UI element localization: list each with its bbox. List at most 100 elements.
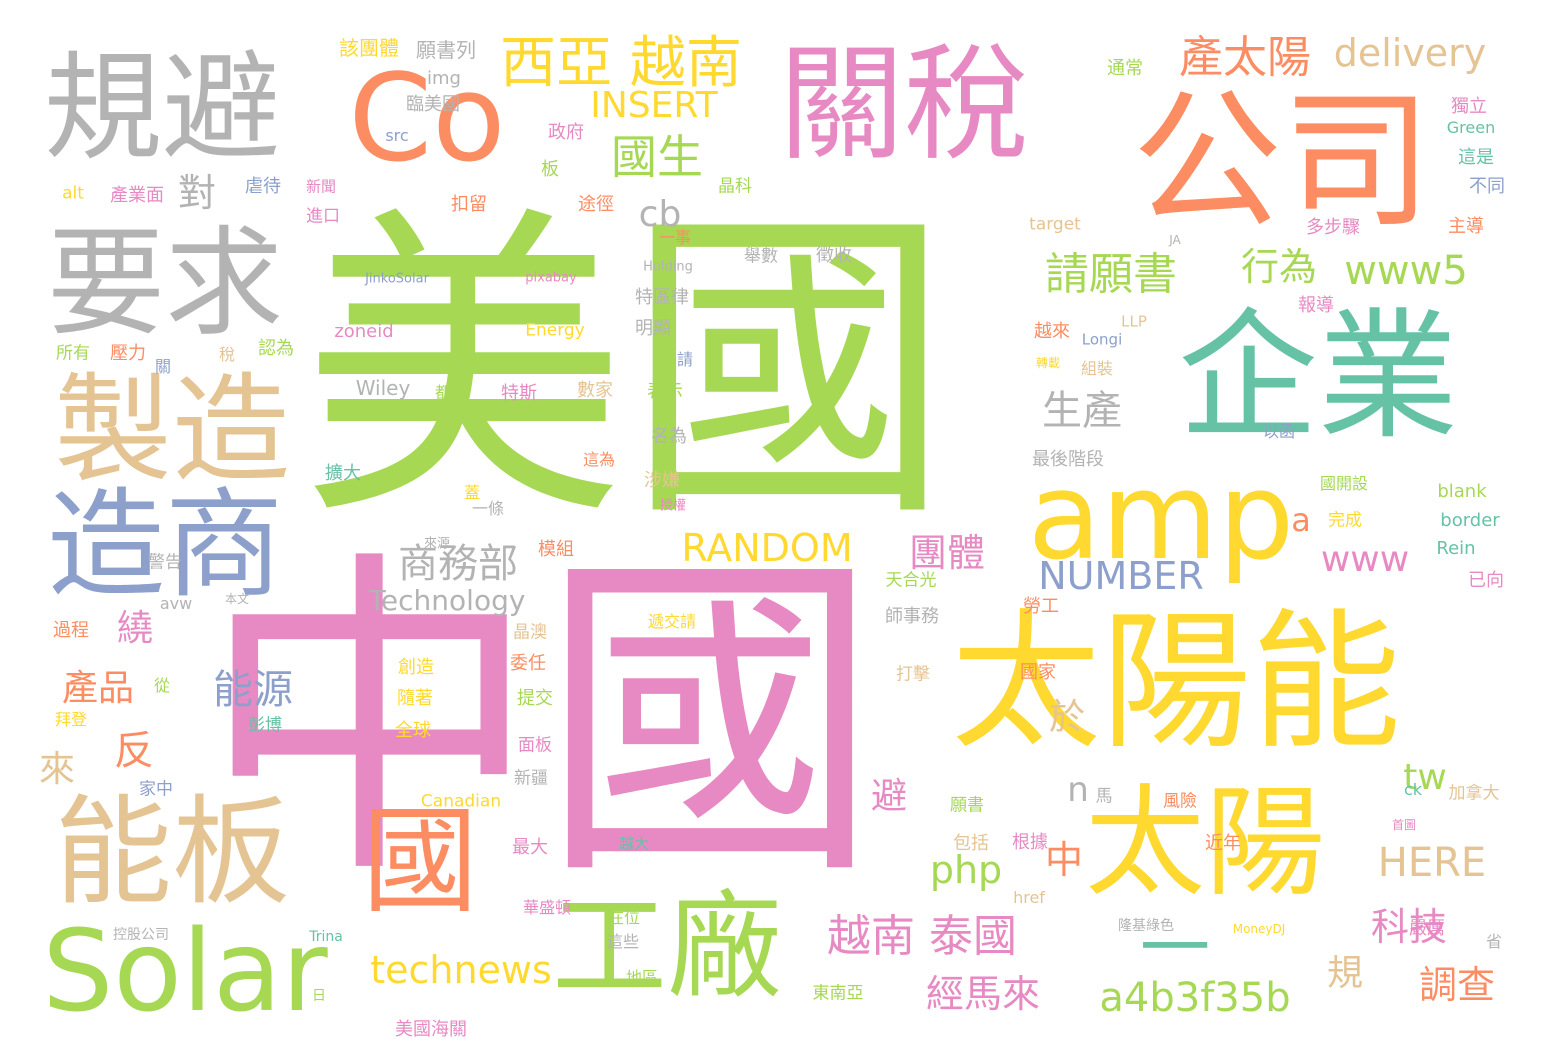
cloud-word: 華盛頓	[522, 898, 572, 917]
cloud-word: 名為	[651, 426, 687, 447]
cloud-word: 都	[434, 383, 452, 402]
cloud-word: Energy	[525, 320, 585, 341]
cloud-word: 越來	[1034, 321, 1070, 342]
cloud-word: 遞交請	[647, 612, 697, 631]
cloud-word: NUMBER	[1038, 554, 1204, 598]
cloud-word: 表示	[647, 381, 683, 402]
cloud-word: img	[427, 68, 461, 89]
cloud-word: 特斯	[501, 383, 537, 404]
cloud-word: 中	[1044, 838, 1084, 882]
cloud-word: 這為	[582, 450, 616, 469]
cloud-word: border	[1440, 510, 1500, 531]
cloud-word: a4b3f35b	[1099, 975, 1291, 1021]
cloud-word: RANDOM	[681, 526, 853, 570]
cloud-word: Rein	[1436, 538, 1476, 559]
cloud-word: 隆基綠色	[1118, 918, 1174, 934]
cloud-word: 西亞 越南	[500, 31, 742, 96]
cloud-word: 日	[312, 988, 326, 1004]
cloud-word: 關稅	[779, 32, 1029, 178]
cloud-word: 晶澳	[513, 622, 547, 643]
cloud-word: 於	[1048, 697, 1086, 738]
cloud-word: 本文	[224, 592, 250, 606]
cloud-word: 規避	[43, 39, 281, 177]
cloud-word: 晶科	[718, 176, 752, 197]
cloud-word: 省	[1485, 932, 1503, 951]
cloud-word: Green	[1446, 118, 1496, 137]
cloud-word: 企業	[1177, 296, 1459, 459]
cloud-word: 板	[541, 159, 559, 180]
cloud-word: zoneid	[334, 321, 394, 342]
cloud-word: 壓力	[110, 343, 146, 364]
cloud-word: 請願書	[1045, 249, 1177, 300]
cloud-word: 地區	[625, 968, 659, 987]
cloud-word: 產太陽	[1179, 32, 1311, 83]
cloud-word: 模組	[538, 539, 574, 560]
cloud-word: 拜登	[54, 710, 88, 729]
cloud-word: HERE	[1377, 840, 1487, 886]
cloud-word: 不同	[1469, 176, 1505, 197]
cloud-word: 科技	[1370, 905, 1448, 949]
cloud-word: 加拿大	[1448, 783, 1500, 804]
cloud-word: 經馬來	[925, 972, 1041, 1016]
cloud-word: 所有	[56, 343, 90, 364]
cloud-word: JA	[1169, 233, 1181, 247]
cloud-word: 反	[114, 728, 154, 774]
cloud-word: 通常	[1107, 58, 1143, 79]
cloud-word: 願書列	[416, 38, 476, 62]
cloud-word: 中國	[200, 524, 880, 920]
cloud-word: 新聞	[305, 177, 337, 196]
cloud-word: 行為	[1240, 245, 1318, 289]
cloud-word: 轉載	[1035, 356, 1061, 370]
cloud-word: 報導	[1298, 295, 1334, 316]
cloud-word: 創造	[398, 657, 434, 678]
cloud-word: 國家	[1020, 662, 1056, 683]
cloud-word: 一	[1140, 907, 1210, 989]
cloud-word: 繞	[116, 608, 154, 649]
cloud-word: 公司	[1131, 75, 1433, 249]
cloud-word: src	[385, 126, 409, 145]
cloud-word: 明顯	[635, 318, 671, 339]
cloud-word: 徵收	[816, 245, 852, 266]
cloud-word: 調查	[1418, 963, 1496, 1007]
cloud-word: target	[1029, 214, 1081, 235]
cloud-word: 產品	[61, 668, 135, 709]
cloud-word: 製造	[53, 361, 291, 499]
cloud-word: 面板	[518, 735, 552, 756]
cloud-word: 警告	[148, 552, 182, 573]
cloud-word: 願書	[950, 795, 984, 816]
cloud-word: 提交	[517, 688, 553, 709]
cloud-word: alt	[62, 183, 84, 204]
cloud-word: JinkoSolar	[365, 271, 429, 287]
cloud-word: 數家	[577, 380, 613, 401]
cloud-word: Co	[348, 50, 506, 189]
cloud-word: 擴大	[325, 463, 361, 484]
cloud-word: 太陽	[1085, 774, 1325, 913]
cloud-word: 馬	[1095, 786, 1113, 807]
cloud-word: delivery	[1333, 31, 1487, 75]
cloud-word: n	[1067, 770, 1089, 810]
cloud-word: 政府	[548, 122, 584, 143]
cloud-word: 這些	[606, 932, 640, 951]
cloud-word: 師事務	[885, 606, 939, 627]
cloud-word: 最後階段	[1032, 449, 1104, 470]
cloud-word: 天合光	[885, 570, 937, 591]
cloud-word: 能板	[53, 783, 291, 921]
cloud-word: 要求	[46, 214, 284, 352]
cloud-word: 國	[362, 794, 478, 929]
cloud-word: 蓋	[463, 483, 481, 502]
cloud-word: www	[1320, 539, 1410, 580]
cloud-word: 完成	[1328, 510, 1362, 531]
cloud-word: 組裝	[1080, 359, 1114, 378]
cloud-word: 以函	[1262, 422, 1296, 441]
cloud-word: 最大	[512, 837, 548, 858]
cloud-word: 請	[676, 350, 694, 369]
cloud-word: 虐待	[245, 176, 281, 197]
cloud-word: 新疆	[514, 768, 548, 789]
cloud-word: 獨立	[1451, 96, 1487, 117]
cloud-word: 國生	[611, 130, 703, 184]
cloud-word: technews	[370, 948, 552, 992]
cloud-word: Wiley	[355, 376, 411, 400]
cloud-word: a	[1291, 501, 1311, 539]
cloud-word: 全球	[395, 720, 431, 741]
cloud-word: 生產	[1042, 388, 1122, 434]
